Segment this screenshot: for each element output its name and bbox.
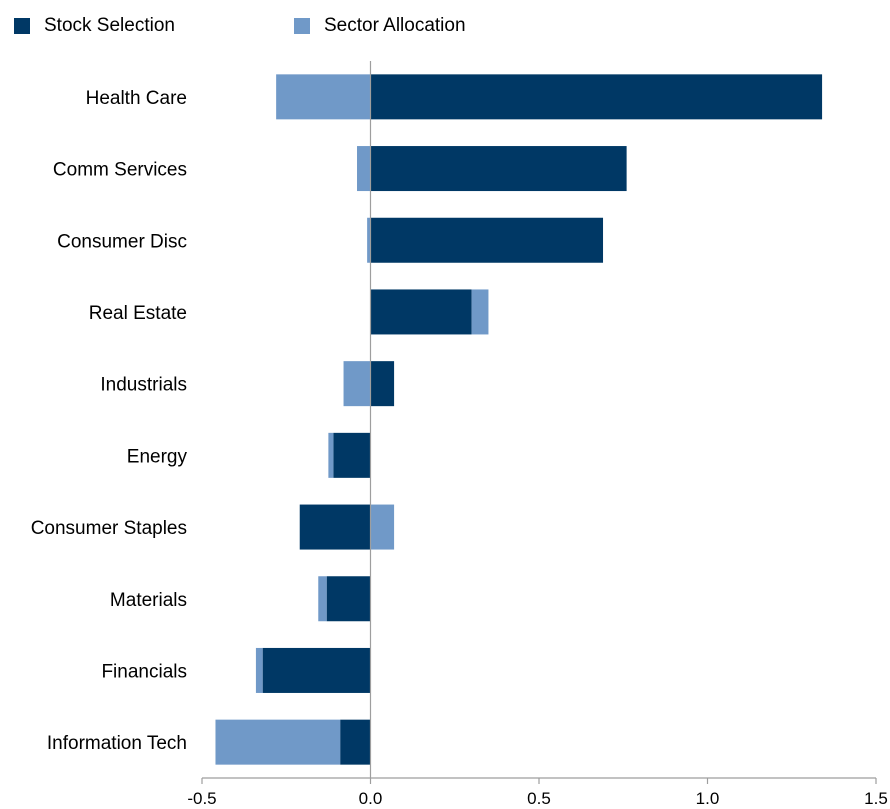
bar-sector-allocation-financials xyxy=(255,647,263,693)
bar-sector-allocation-consumer-staples xyxy=(370,504,395,550)
bar-sector-allocation-consumer-disc xyxy=(367,217,371,263)
bar-sector-allocation-information-tech xyxy=(215,719,341,765)
category-label-information-tech: Information Tech xyxy=(47,733,187,754)
x-tick-label-4: 1.5 xyxy=(864,789,888,808)
legend-label-sector-allocation: Sector Allocation xyxy=(324,15,466,36)
x-tick-label-1: 0.0 xyxy=(359,789,383,808)
category-label-comm-services: Comm Services xyxy=(53,160,187,181)
legend-item-sector-allocation: Sector Allocation xyxy=(294,12,466,40)
bar-stock-selection-financials xyxy=(262,647,371,693)
category-label-materials: Materials xyxy=(110,590,187,611)
bar-sector-allocation-energy xyxy=(328,432,334,478)
legend-item-stock-selection: Stock Selection xyxy=(14,12,175,40)
bar-sector-allocation-comm-services xyxy=(357,146,371,192)
bar-sector-allocation-health-care xyxy=(276,74,371,120)
category-label-consumer-staples: Consumer Staples xyxy=(31,518,187,539)
x-tick-label-2: 0.5 xyxy=(527,789,551,808)
legend-swatch-stock-selection xyxy=(14,18,30,34)
bar-sector-allocation-real-estate xyxy=(471,289,489,335)
bar-stock-selection-consumer-staples xyxy=(299,504,371,550)
bar-stock-selection-health-care xyxy=(370,74,823,120)
bar-sector-allocation-materials xyxy=(318,576,327,622)
category-label-consumer-disc: Consumer Disc xyxy=(57,231,187,252)
bar-stock-selection-information-tech xyxy=(340,719,371,765)
category-label-financials: Financials xyxy=(101,661,187,682)
legend: Stock Selection Sector Allocation xyxy=(0,12,890,40)
bar-stock-selection-industrials xyxy=(370,361,395,407)
category-label-health-care: Health Care xyxy=(86,88,187,109)
bar-sector-allocation-industrials xyxy=(343,361,371,407)
category-label-real-estate: Real Estate xyxy=(89,303,187,324)
bar-stock-selection-consumer-disc xyxy=(370,217,604,263)
bar-stock-selection-real-estate xyxy=(370,289,472,335)
category-label-energy: Energy xyxy=(127,446,188,467)
category-label-industrials: Industrials xyxy=(100,375,187,396)
legend-swatch-sector-allocation xyxy=(294,18,310,34)
bar-stock-selection-materials xyxy=(326,576,371,622)
bar-stock-selection-energy xyxy=(333,432,371,478)
x-tick-label-0: -0.5 xyxy=(187,789,216,808)
legend-label-stock-selection: Stock Selection xyxy=(44,15,175,36)
x-tick-label-3: 1.0 xyxy=(696,789,720,808)
bar-stock-selection-comm-services xyxy=(370,146,627,192)
